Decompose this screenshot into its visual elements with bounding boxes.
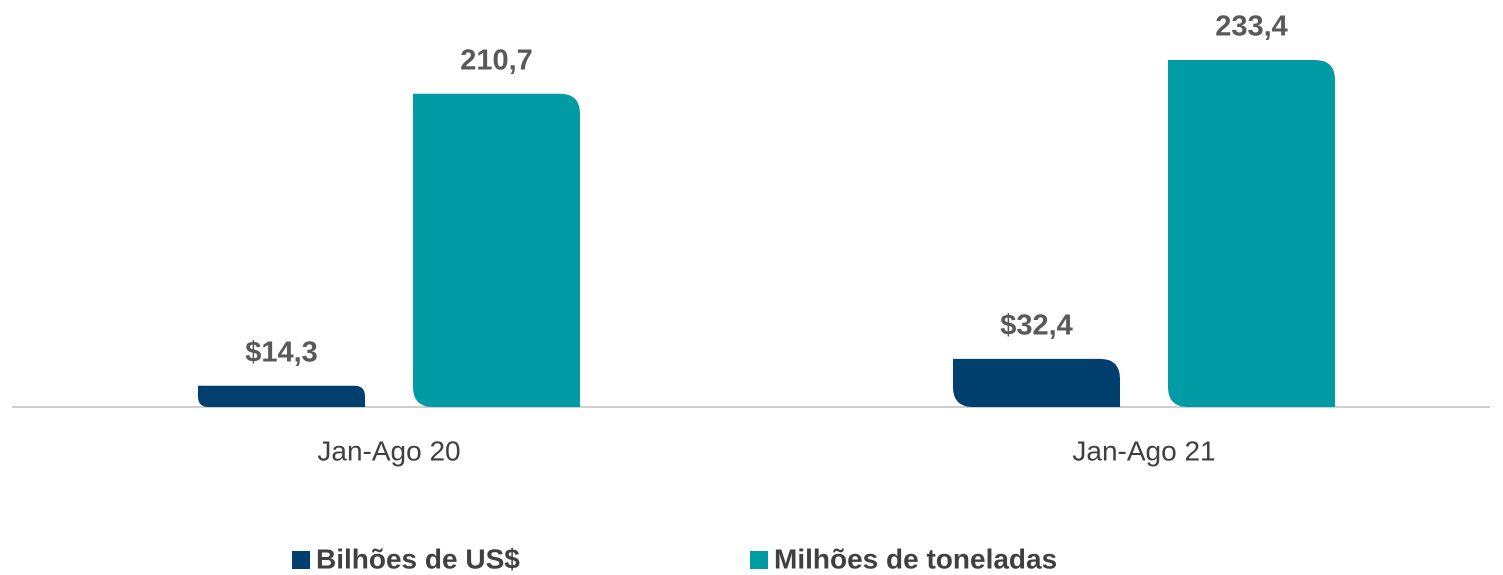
legend-swatch: [750, 551, 768, 569]
data-label: $14,3: [245, 336, 318, 368]
data-label: 210,7: [460, 44, 533, 76]
legend-label: Bilhões de US$: [316, 543, 520, 574]
x-tick-label: Jan-Ago 21: [1072, 435, 1215, 466]
bar: [198, 385, 365, 407]
bar: [1168, 60, 1335, 407]
bar: [953, 358, 1120, 407]
legend-label: Milhões de toneladas: [774, 543, 1057, 574]
data-label: 233,4: [1215, 11, 1288, 43]
x-tick-label: Jan-Ago 20: [317, 435, 460, 466]
bar: [413, 93, 580, 407]
legend-swatch: [292, 551, 310, 569]
data-label: $32,4: [1000, 309, 1073, 341]
